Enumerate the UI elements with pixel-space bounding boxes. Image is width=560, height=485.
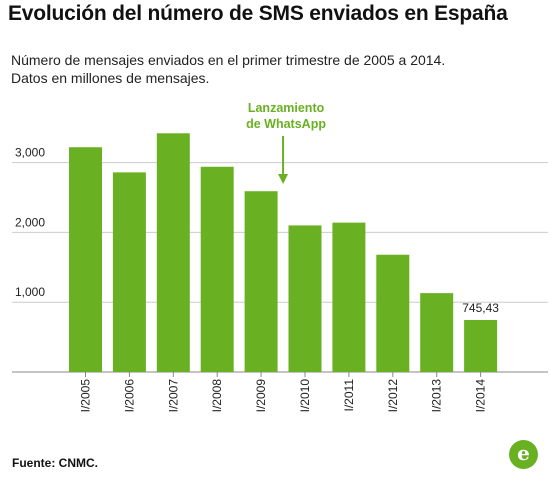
chart-subtitle: Número de mensajes enviados en el primer… xyxy=(11,51,551,87)
x-tick-label: I/2014 xyxy=(474,379,488,413)
y-tick-label: 1,000 xyxy=(15,285,45,299)
source-note: Fuente: CNMC. xyxy=(12,456,98,470)
chart-title: Evolución del número de SMS enviados en … xyxy=(8,2,508,25)
bar xyxy=(332,222,366,372)
y-tick-label: 2,000 xyxy=(15,215,45,229)
subtitle-line-2: Datos en millones de mensajes. xyxy=(11,70,210,86)
bar xyxy=(420,293,454,372)
x-tick-label: I/2010 xyxy=(298,379,312,413)
x-tick-label: I/2008 xyxy=(210,379,224,413)
bars xyxy=(69,133,498,372)
x-tick-label: I/2009 xyxy=(254,379,268,413)
bar xyxy=(376,254,410,372)
subtitle-line-1: Número de mensajes enviados en el primer… xyxy=(11,52,446,68)
bar xyxy=(464,319,498,372)
x-tick-label: I/2011 xyxy=(342,379,356,412)
x-tick-label: I/2012 xyxy=(386,379,400,413)
bar xyxy=(288,225,322,372)
annotation-arrow-head xyxy=(278,174,289,184)
data-label: 745,43 xyxy=(462,301,499,315)
publisher-logo: e xyxy=(509,440,538,469)
annotation-text-line-2: de WhatsApp xyxy=(246,117,326,131)
annotation-text-line-1: Lanzamiento xyxy=(248,101,325,115)
x-tick-label: I/2007 xyxy=(166,379,180,413)
y-tick-label: 3,000 xyxy=(15,146,45,160)
bar xyxy=(69,147,102,372)
bar xyxy=(112,172,146,372)
x-tick-label: I/2006 xyxy=(122,379,136,413)
labels: 1,000 2,000 3,000 I/2005 I/2006 I/2007 I/2008 I… xyxy=(15,146,499,413)
bar xyxy=(244,191,278,372)
x-tick-label: I/2005 xyxy=(79,379,93,413)
annotation: Lanzamiento de WhatsApp xyxy=(246,101,326,184)
bar xyxy=(156,133,190,372)
bar xyxy=(200,166,234,372)
x-tick-label: I/2013 xyxy=(430,379,444,413)
